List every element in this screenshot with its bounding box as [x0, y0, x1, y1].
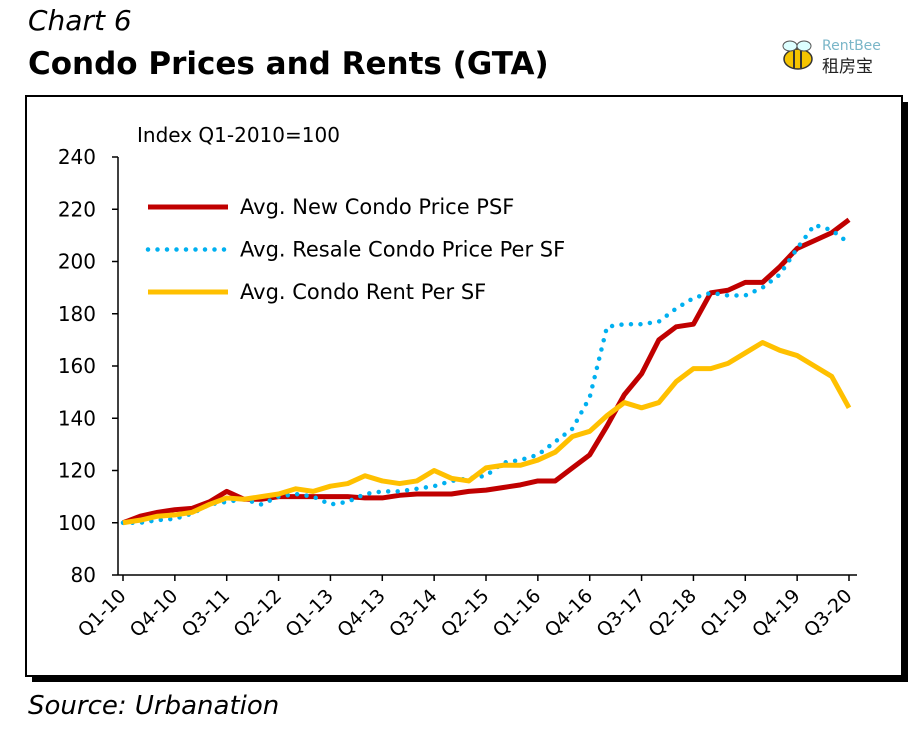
line-series	[122, 339, 852, 526]
legend-label: Avg. New Condo Price PSF	[240, 195, 514, 219]
logo-wing	[782, 40, 798, 52]
y-tick-label: 80	[71, 563, 96, 587]
annotation: Index Q1-2010=100	[137, 123, 340, 147]
kicker: Chart 6	[28, 4, 132, 37]
frame	[25, 95, 903, 677]
logo-name: RentBee	[822, 38, 881, 54]
y-tick-label: 220	[58, 197, 96, 221]
logo: RentBee 租房宝	[782, 38, 881, 77]
chart-title: Condo Prices and Rents (GTA)	[28, 46, 549, 82]
logo-bee	[783, 48, 813, 70]
y-tick-label: 100	[58, 511, 96, 535]
y-tick-label: 240	[58, 145, 96, 169]
y-tick-label: 120	[58, 459, 96, 483]
y-tick-label: 200	[58, 250, 96, 274]
logo-wing	[796, 40, 812, 52]
source: Source: Urbanation	[28, 691, 279, 721]
legend-label: Avg. Resale Condo Price Per SF	[240, 238, 565, 262]
y-tick-label: 180	[58, 302, 96, 326]
legend-label: Avg. Condo Rent Per SF	[240, 280, 486, 304]
y-tick-label: 160	[58, 354, 96, 378]
y-tick-label: 140	[58, 406, 96, 430]
logo-subtitle: 租房宝	[822, 57, 873, 77]
